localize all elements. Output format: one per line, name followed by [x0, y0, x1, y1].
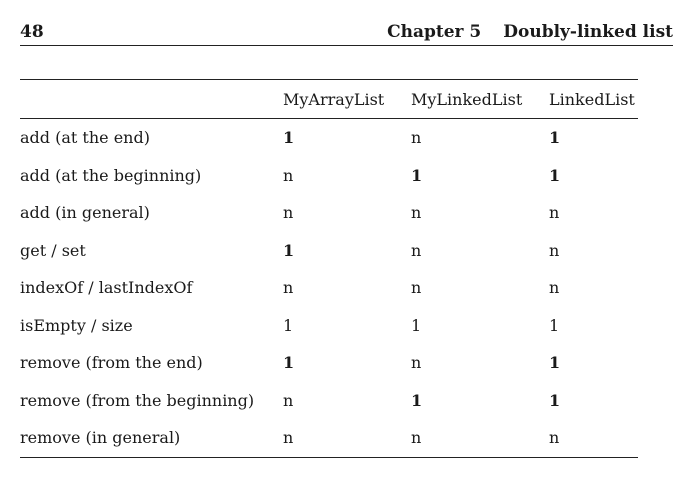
column-header-mylinkedlist: MyLinkedList — [411, 89, 523, 109]
table-row: add (at the end) 1 n 1 — [20, 119, 638, 157]
column-header-linkedlist: LinkedList — [549, 89, 635, 109]
operation-cell: add (at the end) — [20, 128, 150, 148]
mylinkedlist-cell: n — [411, 203, 422, 223]
operation-cell: remove (from the end) — [20, 353, 203, 373]
myarraylist-cell: n — [283, 278, 294, 298]
myarraylist-cell: 1 — [283, 128, 295, 148]
mylinkedlist-cell: 1 — [411, 390, 423, 410]
myarraylist-cell: n — [283, 165, 294, 185]
linkedlist-cell: n — [549, 203, 560, 223]
table-row: add (at the beginning) n 1 1 — [20, 157, 638, 195]
page-header: 48 Chapter 5 Doubly-linked list — [20, 18, 673, 46]
column-header-operation — [20, 80, 283, 119]
table-row: remove (from the end) 1 n 1 — [20, 344, 638, 382]
linkedlist-cell: 1 — [549, 165, 561, 185]
table-row: get / set 1 n n — [20, 232, 638, 270]
myarraylist-cell: 1 — [283, 315, 294, 335]
running-head: Chapter 5 Doubly-linked list — [387, 22, 673, 42]
linkedlist-cell: n — [549, 278, 560, 298]
mylinkedlist-cell: n — [411, 353, 422, 373]
mylinkedlist-cell: n — [411, 428, 422, 448]
table-row: isEmpty / size 1 1 1 — [20, 307, 638, 345]
linkedlist-cell: 1 — [549, 353, 561, 373]
table-row: remove (in general) n n n — [20, 419, 638, 457]
mylinkedlist-cell: 1 — [411, 315, 422, 335]
table-row: add (in general) n n n — [20, 194, 638, 232]
page-number: 48 — [20, 22, 44, 42]
linkedlist-cell: 1 — [549, 390, 561, 410]
linkedlist-cell: 1 — [549, 128, 561, 148]
myarraylist-cell: n — [283, 390, 294, 410]
operation-cell: remove (from the beginning) — [20, 390, 255, 410]
myarraylist-cell: n — [283, 428, 294, 448]
mylinkedlist-cell: n — [411, 240, 422, 260]
complexity-table: MyArrayList MyLinkedList LinkedList add … — [20, 79, 638, 458]
mylinkedlist-cell: n — [411, 128, 422, 148]
column-header-myarraylist: MyArrayList — [283, 89, 385, 109]
table-header-row: MyArrayList MyLinkedList LinkedList — [20, 79, 638, 119]
chapter-label: Chapter 5 — [387, 22, 482, 42]
operation-cell: remove (in general) — [20, 428, 181, 448]
myarraylist-cell: 1 — [283, 353, 295, 373]
chapter-title: Doubly-linked list — [503, 22, 673, 42]
mylinkedlist-cell: n — [411, 278, 422, 298]
operation-cell: add (at the beginning) — [20, 165, 202, 185]
linkedlist-cell: n — [549, 428, 560, 448]
myarraylist-cell: n — [283, 203, 294, 223]
linkedlist-cell: 1 — [549, 315, 560, 335]
linkedlist-cell: n — [549, 240, 560, 260]
operation-cell: get / set — [20, 240, 86, 260]
operation-cell: indexOf / lastIndexOf — [20, 278, 193, 298]
operation-cell: add (in general) — [20, 203, 150, 223]
operation-cell: isEmpty / size — [20, 315, 133, 335]
table-body: add (at the end) 1 n 1 add (at the beginning… — [20, 119, 638, 457]
mylinkedlist-cell: 1 — [411, 165, 423, 185]
myarraylist-cell: 1 — [283, 240, 295, 260]
table-row: remove (from the beginning) n 1 1 — [20, 382, 638, 420]
table-row: indexOf / lastIndexOf n n n — [20, 269, 638, 307]
